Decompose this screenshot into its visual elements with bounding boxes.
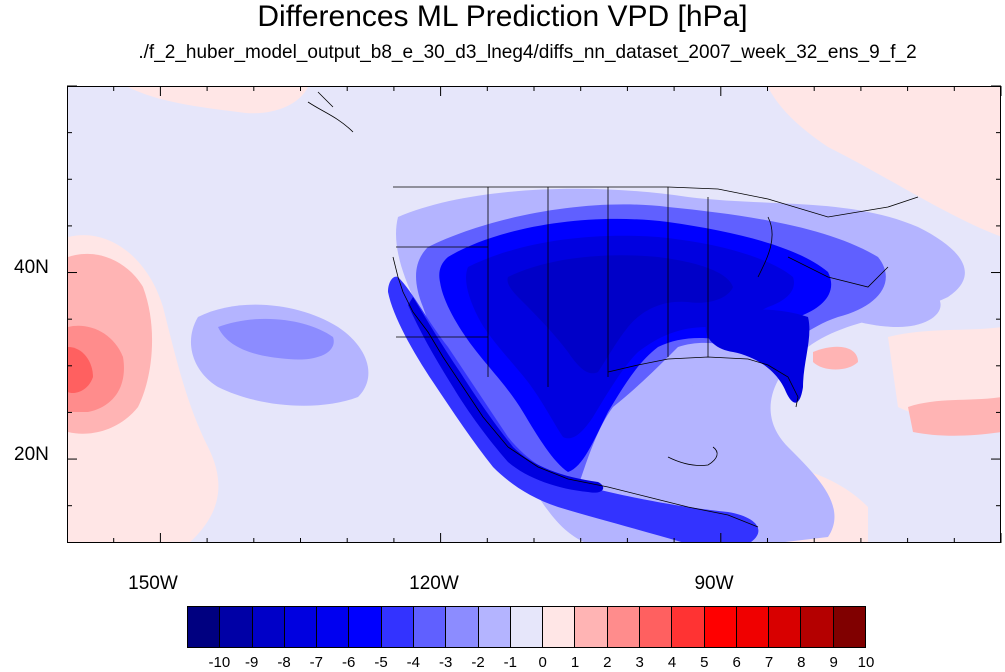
colorbar-tick-label: -10 [208, 654, 231, 671]
colorbar-tick-label: 3 [635, 654, 644, 671]
colorbar-tick-label: -4 [406, 654, 420, 671]
colorbar-cell [349, 607, 382, 647]
vpd-difference-field [68, 87, 1000, 542]
colorbar-cell [381, 607, 414, 647]
colorbar-cell [188, 607, 221, 647]
colorbar-tick-label: -8 [277, 654, 291, 671]
colorbar-tick-label: -1 [503, 654, 517, 671]
lon-label-150w: 150W [128, 573, 178, 594]
colorbar-tick-label: -9 [244, 654, 259, 671]
colorbar-cell [446, 607, 479, 647]
colorbar-tick-label: 8 [797, 654, 806, 671]
map-panel [67, 86, 1001, 543]
colorbar-tick-label: -6 [341, 654, 356, 671]
colorbar-cell [704, 607, 737, 647]
colorbar-cell [736, 607, 770, 647]
colorbar-cell [639, 607, 673, 647]
chart-title: Differences ML Prediction VPD [hPa] [257, 0, 748, 33]
colorbar-tick-label: -7 [309, 654, 323, 671]
colorbar-tick-label: 2 [603, 654, 612, 671]
colorbar-tick-label: -5 [374, 654, 388, 671]
colorbar-tick-label: 10 [857, 654, 875, 671]
colorbar-cell [317, 607, 350, 647]
colorbar-cell [575, 607, 608, 647]
colorbar-cell [769, 607, 802, 647]
colorbar-cell [801, 607, 834, 647]
colorbar-cell [607, 607, 640, 647]
colorbar-tick-label: 1 [570, 654, 580, 671]
chart-subtitle: ./f_2_huber_model_output_b8_e_30_d3_lneg… [138, 42, 917, 63]
colorbar-cell [220, 607, 253, 647]
colorbar-cell [510, 607, 544, 647]
lon-label-120w: 120W [409, 573, 459, 594]
colorbar-cell [413, 607, 447, 647]
colorbar-tick-label: 5 [700, 654, 709, 671]
colorbar-tick-label: 4 [667, 654, 677, 671]
colorbar-tick-label: 6 [732, 654, 741, 671]
lon-label-90w: 90W [694, 573, 734, 594]
colorbar-tick-label: 0 [538, 654, 547, 671]
lat-label-40n: 40N [14, 257, 49, 278]
colorbar-tick-label: 9 [829, 654, 838, 671]
colorbar-cell [284, 607, 318, 647]
colorbar-tick-label: -3 [438, 654, 453, 671]
colorbar-cell [672, 607, 705, 647]
colorbar-cell [252, 607, 285, 647]
colorbar-cell [833, 607, 865, 647]
colorbar [187, 606, 866, 648]
lat-label-20n: 20N [14, 444, 49, 465]
colorbar-tick-label: 7 [764, 654, 774, 671]
colorbar-cell [478, 607, 511, 647]
colorbar-tick-label: -2 [471, 654, 485, 671]
colorbar-cell [543, 607, 576, 647]
